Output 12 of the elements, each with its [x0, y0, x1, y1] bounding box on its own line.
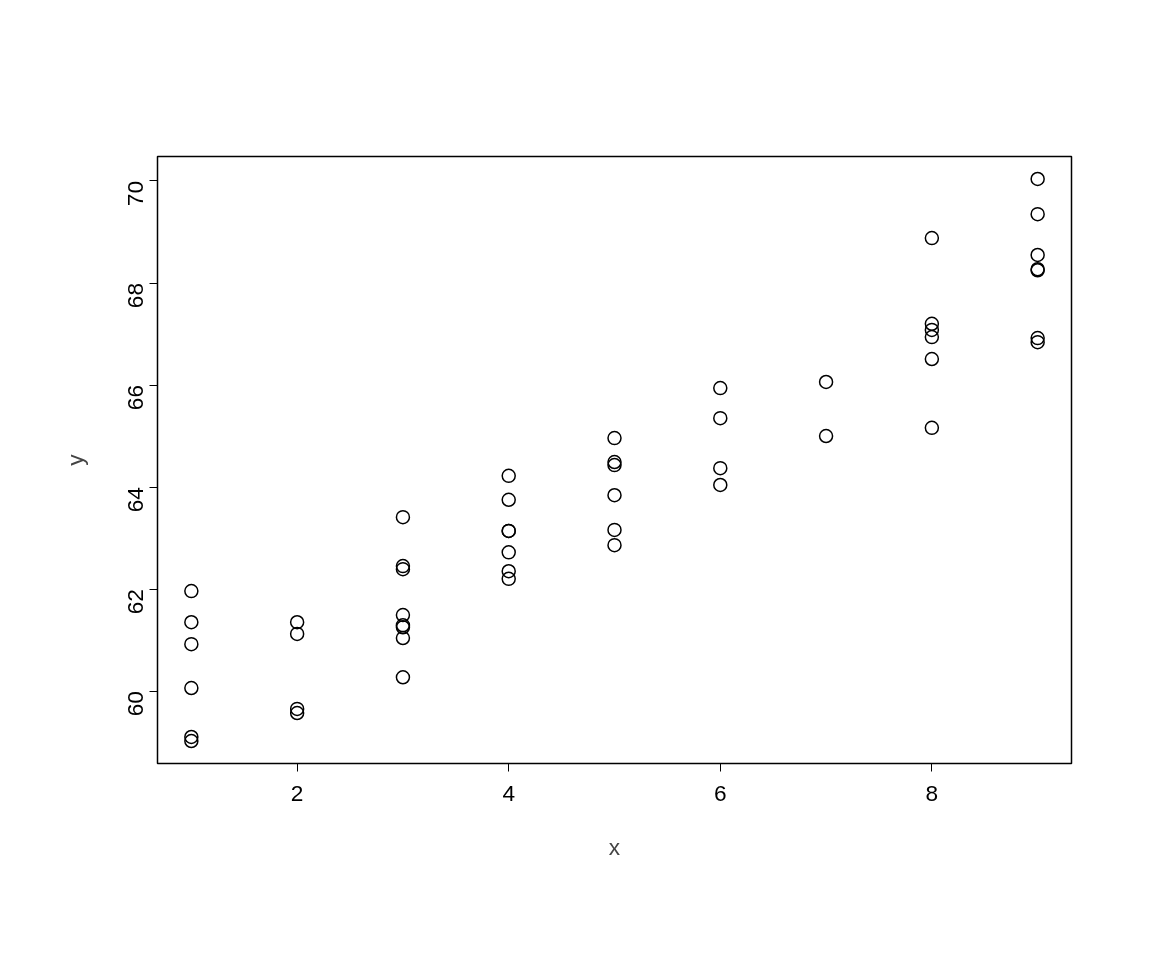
x-tick-label: 8: [925, 779, 939, 806]
y-tick-label: 70: [122, 180, 148, 207]
y-tick-label: 68: [122, 283, 148, 309]
x-tick-label: 4: [502, 779, 516, 806]
y-tick-label: 62: [122, 589, 148, 615]
y-tick-label: 64: [122, 487, 148, 513]
x-tick-label: 6: [713, 779, 727, 806]
x-tick-label: 2: [290, 779, 304, 806]
y-tick-label: 60: [122, 691, 148, 717]
y-tick-label: 66: [122, 385, 148, 411]
x-axis-title: x: [608, 833, 621, 860]
y-axis-title: y: [61, 453, 88, 466]
